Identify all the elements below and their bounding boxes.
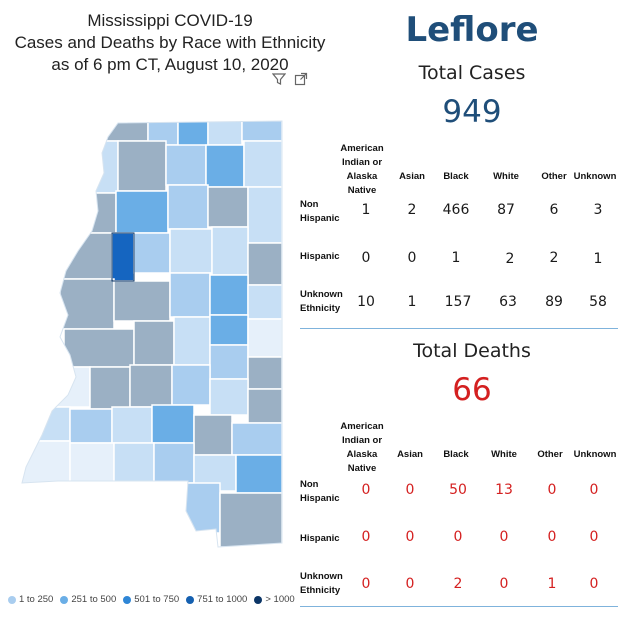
table-cell: 0 xyxy=(405,482,415,498)
table-cell: 0 xyxy=(407,250,417,266)
column-header: White xyxy=(491,449,517,460)
table-cell: 2 xyxy=(407,202,417,218)
cases-table: American Indian or Alaska Native Asian B… xyxy=(300,140,620,325)
table-cell: 0 xyxy=(405,576,415,592)
total-cases-label: Total Cases xyxy=(418,62,526,84)
title-line-2: Cases and Deaths by Race with Ethnicity xyxy=(14,33,326,52)
mississippi-county-map[interactable] xyxy=(20,115,290,555)
legend-dot-icon xyxy=(123,595,132,604)
table-cell: 2 xyxy=(549,250,559,266)
legend-label: > 1000 xyxy=(265,594,295,605)
table-cell: 0 xyxy=(405,529,415,545)
total-cases-value: 949 xyxy=(442,94,502,130)
deaths-table: American Indian or Alaska Native Asian B… xyxy=(300,420,620,605)
table-cell: 2 xyxy=(505,251,515,267)
column-header: American Indian or Alaska Native xyxy=(340,421,384,474)
legend-item: 251 to 500 xyxy=(60,594,116,605)
table-cell: 1 xyxy=(547,576,557,592)
legend-item: > 1000 xyxy=(254,594,295,605)
report-title: Mississippi COVID-19 Cases and Deaths by… xyxy=(0,10,340,76)
table-cell: 0 xyxy=(361,529,371,545)
row-label: Unknown Ethnicity xyxy=(300,571,343,596)
legend-label: 751 to 1000 xyxy=(197,594,248,605)
filter-icon[interactable] xyxy=(272,72,286,86)
focus-mode-icon[interactable] xyxy=(294,72,308,86)
legend-item: 501 to 750 xyxy=(123,594,179,605)
legend-item: 1 to 250 xyxy=(8,594,53,605)
row-label: Non Hispanic xyxy=(300,199,340,224)
table-cell: 63 xyxy=(499,294,517,310)
table-cell: 13 xyxy=(495,482,513,498)
table-cell: 0 xyxy=(589,482,599,498)
legend-dot-icon xyxy=(186,595,195,604)
title-line-1: Mississippi COVID-19 xyxy=(87,11,253,30)
table-cell: 157 xyxy=(444,294,472,310)
row-label: Hispanic xyxy=(300,251,340,262)
table-cell: 1 xyxy=(361,202,371,218)
table-cell: 0 xyxy=(361,576,371,592)
column-header: Other xyxy=(541,171,567,182)
section-divider xyxy=(300,328,618,329)
section-divider xyxy=(300,606,618,607)
column-header: American Indian or Alaska Native xyxy=(340,143,384,196)
column-header: Unknown xyxy=(573,449,617,460)
table-cell: 58 xyxy=(589,294,607,310)
table-cell: 10 xyxy=(357,294,375,310)
table-cell: 0 xyxy=(589,576,599,592)
table-cell: 0 xyxy=(361,250,371,266)
row-label: Non Hispanic xyxy=(300,479,340,504)
table-cell: 1 xyxy=(451,250,461,266)
total-deaths-value: 66 xyxy=(452,372,492,408)
total-deaths-label: Total Deaths xyxy=(413,340,531,362)
selected-county-leflore[interactable] xyxy=(111,232,135,282)
table-cell: 1 xyxy=(593,251,603,267)
table-cell: 6 xyxy=(549,202,559,218)
column-header: Unknown xyxy=(573,171,617,182)
legend-label: 1 to 250 xyxy=(19,594,54,605)
legend-item: 751 to 1000 xyxy=(186,594,247,605)
column-header: Asian xyxy=(397,449,423,460)
table-cell: 0 xyxy=(499,529,509,545)
table-cell: 2 xyxy=(453,576,463,592)
legend-label: 251 to 500 xyxy=(71,594,117,605)
county-name: Leflore xyxy=(405,10,539,50)
legend-dot-icon xyxy=(8,595,16,604)
table-cell: 0 xyxy=(361,482,371,498)
table-cell: 1 xyxy=(407,294,417,310)
table-cell: 0 xyxy=(589,529,599,545)
column-header: Black xyxy=(443,171,469,182)
table-cell: 466 xyxy=(442,202,470,218)
table-cell: 50 xyxy=(449,482,467,498)
column-header: White xyxy=(493,171,519,182)
map-legend: 1 to 250 251 to 500 501 to 750 751 to 10… xyxy=(8,594,295,605)
table-cell: 3 xyxy=(593,202,603,218)
table-cell: 89 xyxy=(545,294,563,310)
title-line-3: as of 6 pm CT, August 10, 2020 xyxy=(51,55,289,74)
table-cell: 0 xyxy=(547,482,557,498)
legend-dot-icon xyxy=(254,595,263,604)
legend-label: 501 to 750 xyxy=(134,594,180,605)
table-cell: 87 xyxy=(497,202,515,218)
table-cell: 0 xyxy=(499,576,509,592)
legend-dot-icon xyxy=(60,595,69,604)
column-header: Other xyxy=(537,449,563,460)
table-cell: 0 xyxy=(453,529,463,545)
table-cell: 0 xyxy=(547,529,557,545)
column-header: Black xyxy=(443,449,469,460)
column-header: Asian xyxy=(399,171,425,182)
row-label: Hispanic xyxy=(300,533,340,544)
county-tiles[interactable] xyxy=(20,115,282,547)
row-label: Unknown Ethnicity xyxy=(300,289,343,314)
